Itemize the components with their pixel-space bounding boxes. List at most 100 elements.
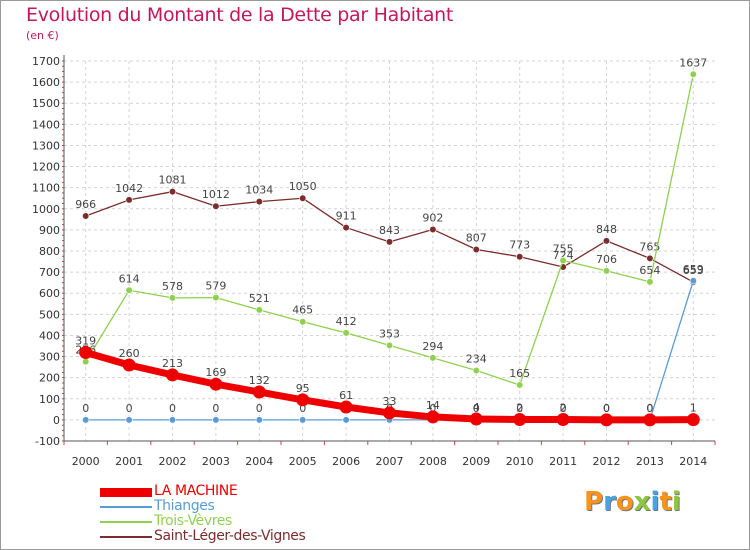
data-label-trois-vevres: 234: [466, 352, 487, 365]
y-tick-label: 1000: [32, 203, 60, 216]
y-tick-label: 1400: [32, 118, 60, 131]
data-label-la-machine: 33: [383, 395, 397, 408]
data-label-la-machine: 61: [339, 389, 353, 402]
data-label-thianges: 0: [473, 402, 480, 415]
data-point-saint-leger-des-vignes: [429, 225, 437, 234]
data-point-trois-vevres: [125, 286, 133, 294]
data-point-thianges: [82, 416, 90, 424]
data-point-la-machine: [296, 393, 310, 407]
data-point-saint-leger-des-vignes: [299, 194, 307, 202]
proxiti-logo: Proxiti: [584, 487, 681, 517]
data-label-thianges: 659: [683, 263, 704, 276]
y-tick-label: 900: [39, 224, 60, 237]
data-label-saint-leger-des-vignes: 848: [596, 223, 617, 236]
x-tick-label: 2011: [549, 455, 577, 468]
data-point-la-machine: [79, 346, 93, 360]
y-tick-label: 200: [39, 372, 60, 385]
data-label-saint-leger-des-vignes: 1042: [115, 182, 143, 195]
data-point-trois-vevres: [516, 381, 524, 389]
data-point-saint-leger-des-vignes: [212, 202, 220, 210]
y-tick-label: 1500: [32, 97, 60, 110]
y-tick-label: 100: [39, 393, 60, 406]
data-point-trois-vevres: [342, 329, 350, 337]
data-point-la-machine: [383, 406, 396, 420]
data-point-saint-leger-des-vignes: [385, 238, 394, 246]
data-label-trois-vevres: 614: [119, 272, 140, 285]
data-label-thianges: 0: [256, 402, 263, 415]
data-label-la-machine: 132: [249, 374, 270, 387]
data-point-la-machine: [513, 412, 527, 426]
legend-label: Saint-Léger-des-Vignes: [154, 528, 306, 544]
y-tick-label: 1300: [32, 139, 60, 152]
data-point-trois-vevres: [472, 366, 480, 375]
data-label-thianges: 0: [82, 402, 89, 415]
x-tick-label: 2004: [245, 455, 273, 468]
y-tick-label: 600: [39, 287, 60, 300]
legend-label: LA MACHINE: [154, 483, 238, 499]
data-label-saint-leger-des-vignes: 765: [639, 240, 660, 253]
data-label-trois-vevres: 755: [553, 243, 574, 256]
x-tick-label: 2007: [376, 455, 404, 468]
chart-subtitle: (en €): [26, 29, 59, 42]
data-label-la-machine: 95: [296, 382, 310, 395]
data-point-saint-leger-des-vignes: [342, 223, 350, 232]
data-label-la-machine: 14: [426, 399, 440, 412]
data-label-trois-vevres: 706: [596, 253, 617, 266]
data-point-thianges: [125, 416, 133, 424]
data-label-thianges: 0: [212, 402, 219, 415]
data-label-la-machine: 0: [646, 402, 653, 415]
data-label-saint-leger-des-vignes: 653: [683, 264, 704, 277]
data-point-thianges: [299, 416, 307, 424]
data-point-saint-leger-des-vignes: [125, 196, 133, 204]
x-tick-label: 2003: [202, 455, 230, 468]
data-label-saint-leger-des-vignes: 773: [509, 239, 530, 252]
data-label-thianges: 0: [299, 402, 306, 415]
x-tick-label: 2000: [72, 455, 100, 468]
data-label-thianges: 0: [169, 402, 176, 415]
data-label-thianges: 0: [429, 402, 436, 415]
data-point-thianges: [342, 416, 350, 424]
y-tick-label: 1200: [32, 161, 60, 174]
data-point-trois-vevres: [646, 278, 654, 286]
data-point-saint-leger-des-vignes: [646, 254, 654, 262]
data-label-saint-leger-des-vignes: 843: [379, 224, 400, 237]
data-point-la-machine: [122, 358, 136, 372]
data-label-la-machine: 4: [473, 401, 480, 414]
data-point-la-machine: [209, 377, 223, 391]
data-point-trois-vevres: [602, 267, 611, 275]
x-tick-label: 2005: [289, 455, 317, 468]
data-point-la-machine: [556, 412, 570, 426]
y-tick-label: 1700: [32, 55, 60, 68]
data-point-trois-vevres: [82, 358, 90, 366]
data-label-thianges: 0: [603, 402, 610, 415]
legend-swatch: [100, 536, 152, 538]
y-tick-label: 300: [39, 351, 60, 364]
data-label-la-machine: 169: [205, 366, 226, 379]
data-label-saint-leger-des-vignes: 902: [422, 211, 443, 224]
data-point-saint-leger-des-vignes: [602, 237, 611, 245]
data-label-saint-leger-des-vignes: 1050: [289, 180, 317, 193]
data-label-la-machine: 319: [75, 335, 96, 348]
x-tick-label: 2012: [593, 455, 621, 468]
chart-title: Evolution du Montant de la Dette par Hab…: [26, 4, 454, 26]
data-point-la-machine: [252, 385, 266, 399]
y-tick-label: 0: [53, 414, 60, 427]
data-point-thianges: [255, 416, 263, 424]
data-point-la-machine: [686, 413, 700, 427]
legend-label: Thianges: [154, 498, 215, 514]
data-label-saint-leger-des-vignes: 966: [75, 198, 96, 211]
data-label-saint-leger-des-vignes: 807: [466, 232, 487, 245]
data-point-saint-leger-des-vignes: [472, 245, 480, 254]
data-label-trois-vevres: 165: [509, 367, 530, 380]
x-tick-label: 2014: [679, 455, 707, 468]
data-label-trois-vevres: 578: [162, 280, 183, 293]
data-label-trois-vevres: 1637: [679, 56, 707, 69]
data-point-trois-vevres: [299, 318, 307, 326]
legend-swatch: [100, 506, 152, 508]
data-label-thianges: 0: [646, 402, 653, 415]
data-label-la-machine: 2: [516, 401, 523, 414]
data-point-thianges: [689, 277, 697, 285]
x-tick-label: 2013: [636, 455, 664, 468]
y-tick-label: 500: [39, 308, 60, 321]
